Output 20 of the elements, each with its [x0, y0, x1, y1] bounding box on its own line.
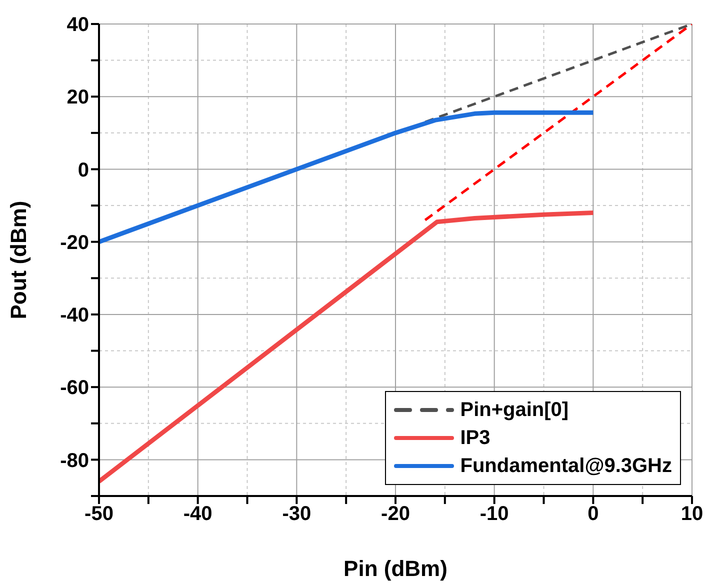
legend-label: Fundamental@9.3GHz	[460, 454, 672, 478]
x-tick-label: -40	[183, 503, 212, 526]
y-tick-label: 20	[66, 86, 89, 109]
x-tick-label: -10	[480, 503, 509, 526]
x-tick-label: -20	[381, 503, 410, 526]
x-tick-label: -50	[84, 503, 114, 526]
legend-label: Pin+gain[0]	[460, 398, 569, 422]
x-tick-label: 0	[588, 503, 599, 526]
legend-label: IP3	[460, 426, 490, 450]
y-tick-label: -40	[60, 304, 89, 327]
x-axis-title: Pin (dBm)	[344, 556, 448, 581]
y-tick-label: -60	[60, 377, 89, 400]
y-axis-title: Pout (dBm)	[6, 200, 31, 320]
y-tick-label: -20	[60, 232, 89, 254]
line-series	[99, 110, 596, 244]
x-tick-label: 10	[680, 503, 704, 526]
y-tick-label: -80	[60, 450, 89, 472]
y-tick-label: 40	[66, 14, 89, 36]
x-tick-label: -30	[282, 503, 312, 526]
y-tick-label: 0	[78, 159, 89, 182]
